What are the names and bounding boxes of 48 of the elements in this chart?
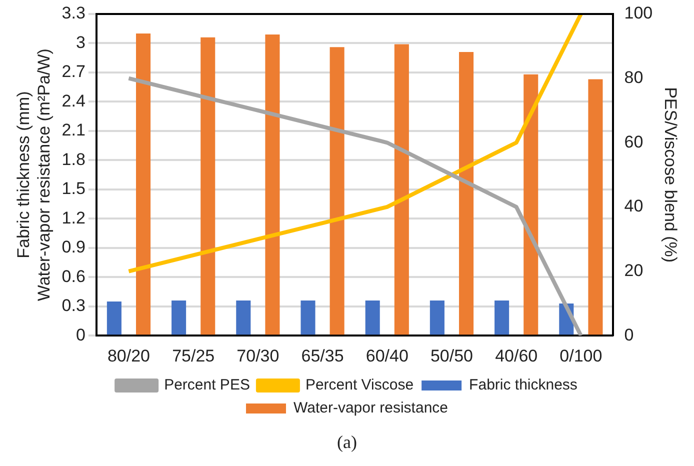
y-tick-label: 3.3 [62,4,86,23]
bar [365,300,380,335]
y2-tick-label: 60 [624,132,644,152]
bar [524,74,538,335]
legend-label: Water-vapor resistance [294,400,448,417]
bar [300,300,316,335]
bar [265,34,280,335]
bar [430,300,444,335]
x-tick-label: 40/60 [495,346,538,366]
x-tick-label: 80/20 [107,346,150,366]
bar [200,37,216,335]
y-tick-label: 0.6 [62,266,86,286]
y2-tick-label: 100 [624,4,653,23]
bar [459,52,474,335]
y-tick-label: 0.9 [62,238,86,257]
y-tick-label: 2.7 [62,62,86,82]
y2-tick-label: 80 [624,68,644,88]
y2-axis-title: PES/Viscose blend (%) [661,87,680,263]
y-tick-label: 1.8 [62,150,86,169]
y-tick-label: 0 [76,325,86,344]
y-tick-label: 3 [76,32,86,52]
y2-tick-label: 0 [624,325,634,344]
text: (a) [336,432,358,453]
bar [172,300,186,335]
bar [394,44,409,335]
bar [330,47,344,335]
y2-tick-label: 40 [624,196,644,216]
x-tick-label: 0/100 [560,346,602,366]
y-tick-label: 0.3 [62,296,86,316]
legend-label: Fabric thickness [469,376,578,394]
legend-label: Percent Viscose [305,376,414,394]
y-tick-label: 1.5 [62,179,86,198]
x-tick-label: 60/40 [366,346,408,366]
bar [106,301,122,335]
bar [588,79,603,335]
bar [494,300,510,335]
bar [136,33,151,335]
x-tick-label: 70/30 [236,346,280,366]
y-tick-label: 1.2 [62,208,86,228]
legend-label: Percent PES [164,376,250,394]
x-tick-label: 75/25 [172,346,215,366]
bar [236,300,251,335]
y-axis-title: Fabric thickness (mm) Water-vapor resistance (m²Pa/W) [14,48,54,302]
x-tick-label: 50/50 [430,346,474,366]
x-tick-label: 65/35 [301,346,344,366]
y-tick-label: 2.1 [62,120,86,140]
y-tick-label: 2.4 [62,91,86,110]
y2-tick-label: 20 [624,260,644,280]
